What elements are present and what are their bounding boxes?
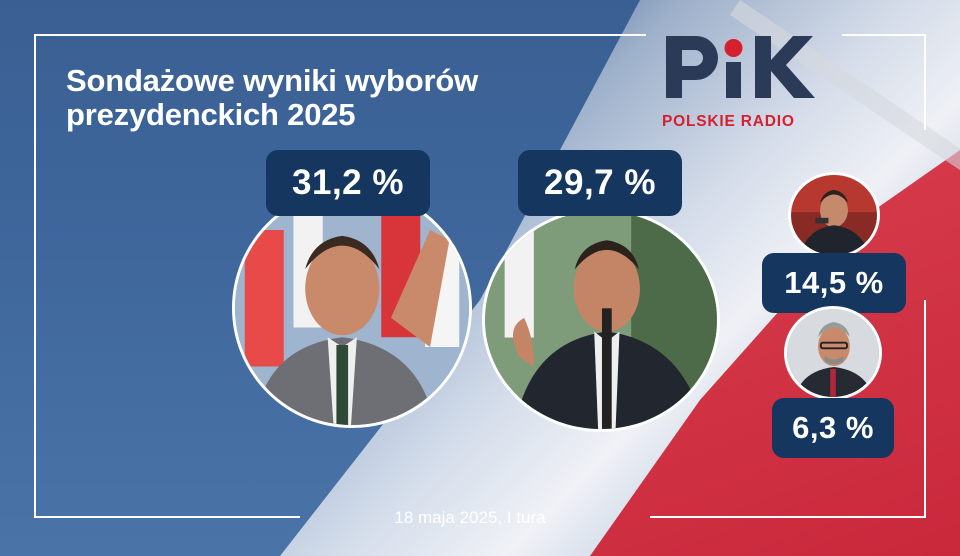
frame-right-top xyxy=(924,34,926,130)
candidate-2-result-badge: 29,7 % xyxy=(518,150,682,216)
candidate-4-portrait-icon xyxy=(787,309,879,397)
candidate-3-photo xyxy=(788,172,880,258)
candidate-3-result-badge: 14,5 % xyxy=(762,253,906,313)
frame-top-right xyxy=(842,34,926,36)
title-line-2: prezydenckich 2025 xyxy=(66,97,356,132)
candidate-2-photo xyxy=(482,208,720,432)
candidate-3-portrait-icon xyxy=(791,175,877,255)
candidate-2-result: 29,7 % xyxy=(544,163,656,202)
frame-left xyxy=(34,34,36,518)
title-line-1: Sondażowe wyniki wyborów xyxy=(66,63,479,98)
page-title: Sondażowe wyniki wyborów prezydenckich 2… xyxy=(66,64,586,132)
candidate-4-result: 6,3 % xyxy=(792,410,874,445)
poll-date: 18 maja 2025, I tura xyxy=(394,508,546,527)
frame-right-bottom xyxy=(924,300,926,518)
candidate-2-portrait-icon xyxy=(485,211,717,429)
pik-logo-icon xyxy=(666,36,815,98)
frame-bottom-right xyxy=(650,516,926,518)
candidate-4-result-badge: 6,3 % xyxy=(772,398,894,458)
candidate-1-result: 31,2 % xyxy=(292,163,404,202)
frame-bottom-left xyxy=(34,516,300,518)
candidate-1-portrait-icon xyxy=(235,191,469,425)
frame-top-left xyxy=(34,34,646,36)
candidate-1-result-badge: 31,2 % xyxy=(266,150,430,216)
candidate-1-photo xyxy=(232,188,472,428)
candidate-3-result: 14,5 % xyxy=(784,265,884,300)
candidate-4-photo xyxy=(784,306,882,400)
logo-subtitle: POLSKIE RADIO xyxy=(662,113,795,130)
